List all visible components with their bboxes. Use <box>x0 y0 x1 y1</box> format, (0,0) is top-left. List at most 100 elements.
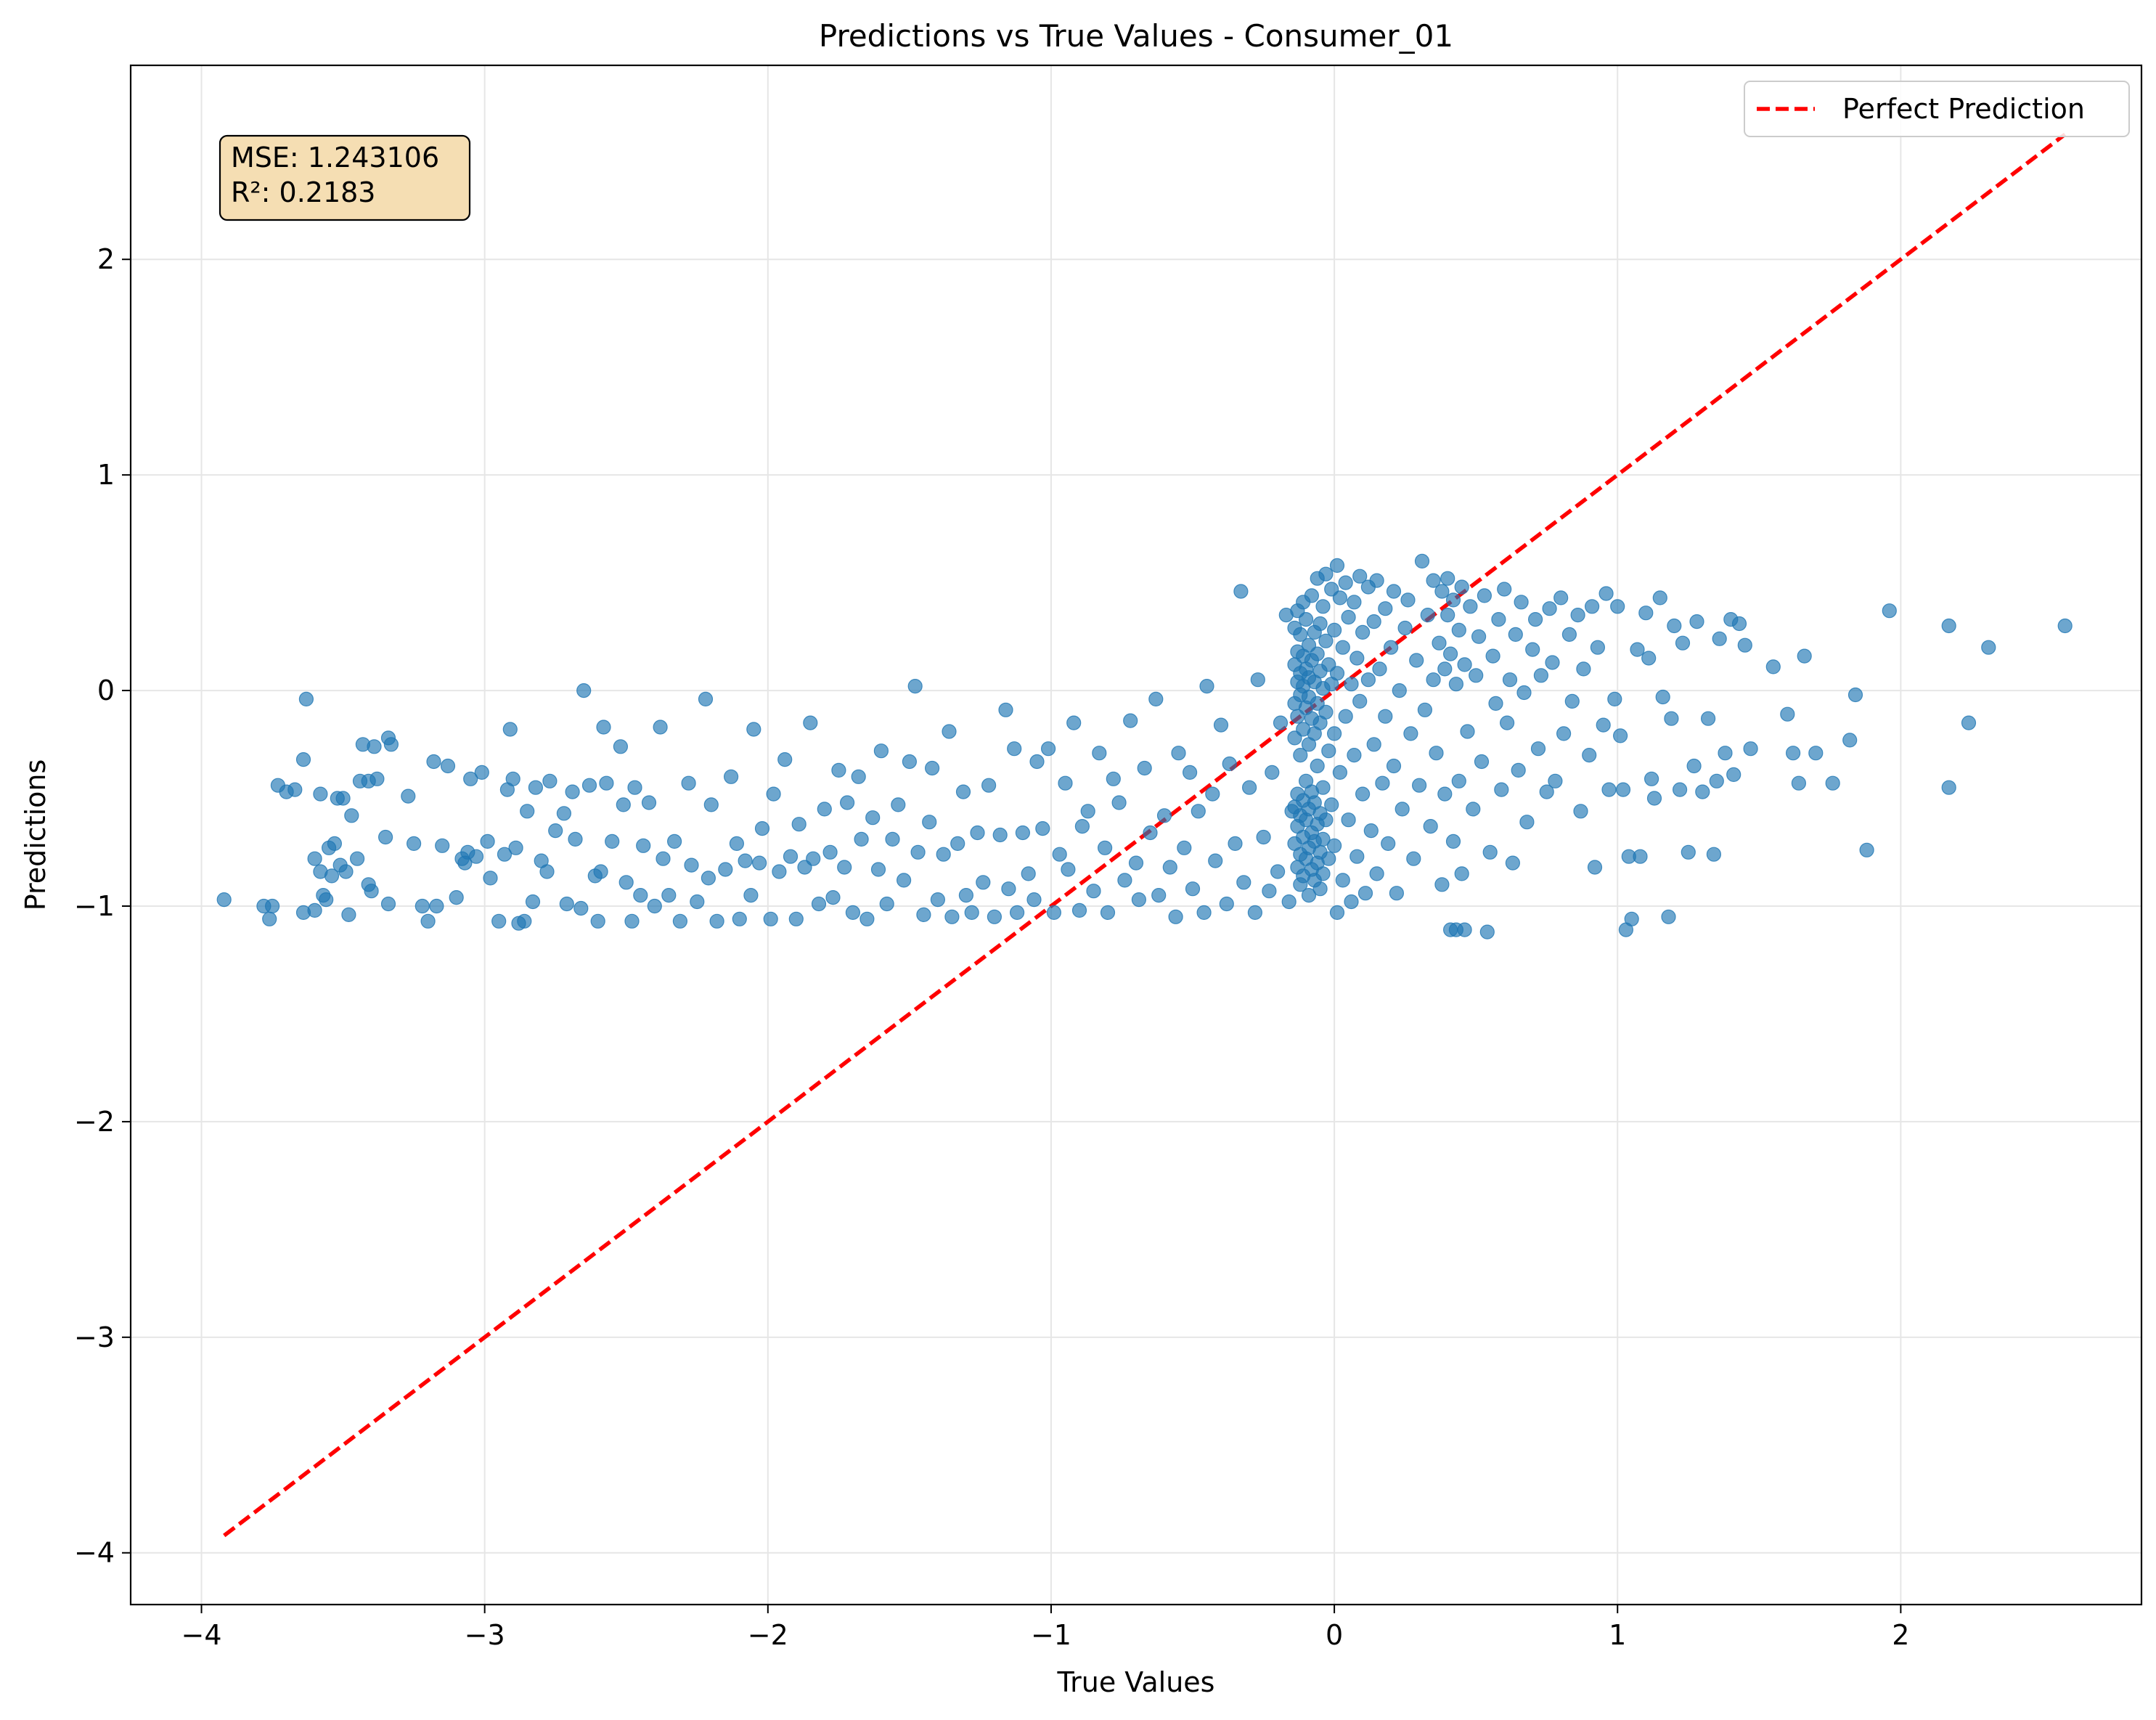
data-point <box>1494 782 1509 797</box>
data-point <box>1106 771 1121 786</box>
data-point <box>998 702 1013 717</box>
data-point <box>1338 709 1353 724</box>
data-point <box>1423 818 1438 834</box>
data-point <box>380 896 396 912</box>
legend-box <box>1744 81 2130 137</box>
data-point <box>1482 844 1498 860</box>
data-point <box>854 831 869 847</box>
data-point <box>873 743 889 759</box>
data-point <box>1310 646 1325 661</box>
data-point <box>1143 825 1158 841</box>
data-point <box>1664 711 1679 726</box>
data-point <box>924 760 940 776</box>
data-point <box>1131 892 1147 908</box>
data-point <box>542 773 558 788</box>
data-point <box>1882 603 1897 619</box>
data-point <box>568 831 583 847</box>
data-point <box>1633 849 1648 864</box>
data-point <box>1437 786 1453 802</box>
data-point <box>1463 599 1478 614</box>
data-point <box>1673 782 1688 797</box>
data-point <box>1040 741 1056 757</box>
data-point <box>1409 653 1424 668</box>
data-point <box>627 780 642 795</box>
data-point <box>950 836 965 852</box>
data-point <box>520 804 535 819</box>
data-point <box>1213 717 1229 733</box>
data-point <box>1338 575 1353 590</box>
data-point <box>1061 862 1076 877</box>
x-axis-label: True Values <box>1057 1666 1215 1698</box>
data-point <box>976 875 991 890</box>
data-point <box>449 889 464 905</box>
data-point <box>879 896 894 912</box>
data-point <box>865 810 881 826</box>
data-point <box>474 765 489 780</box>
data-point <box>1667 618 1682 634</box>
data-point <box>1454 579 1469 595</box>
data-point <box>1445 833 1461 849</box>
data-point <box>1440 571 1455 586</box>
data-point <box>508 840 523 855</box>
x-tick-label: 0 <box>1326 1619 1343 1651</box>
data-point <box>1324 797 1339 812</box>
data-point <box>811 896 827 912</box>
data-point <box>958 887 974 903</box>
data-point <box>1205 786 1220 802</box>
data-point <box>1539 784 1554 799</box>
data-point <box>1123 713 1138 728</box>
data-point <box>1440 607 1455 623</box>
data-point <box>633 887 648 903</box>
data-point <box>1015 825 1031 841</box>
data-point <box>783 849 799 864</box>
data-point <box>981 778 997 793</box>
data-point <box>1071 902 1087 918</box>
data-point <box>1615 782 1631 797</box>
data-point <box>1548 773 1563 788</box>
data-point <box>1074 818 1090 834</box>
data-point <box>1457 922 1472 937</box>
data-point <box>216 892 232 908</box>
y-tick-label: −2 <box>74 1106 115 1138</box>
data-point <box>1162 860 1177 875</box>
data-point <box>1366 737 1381 752</box>
data-point <box>1298 611 1314 627</box>
data-point <box>1241 780 1257 795</box>
data-point <box>1471 629 1487 644</box>
chart-title: Predictions vs True Values - Consumer_01 <box>819 18 1453 54</box>
data-point <box>380 730 396 746</box>
data-point <box>1111 795 1127 810</box>
data-point <box>1570 607 1585 623</box>
data-point <box>1561 627 1577 643</box>
data-point <box>1329 666 1345 681</box>
data-point <box>1397 620 1413 636</box>
data-point <box>599 775 614 791</box>
data-point <box>480 833 495 849</box>
data-point <box>641 795 657 810</box>
data-point <box>851 769 866 784</box>
data-point <box>1610 599 1625 614</box>
data-point <box>377 829 393 845</box>
data-point <box>1712 631 1727 646</box>
data-point <box>1341 609 1356 625</box>
data-point <box>1344 677 1359 692</box>
data-point <box>1417 702 1433 717</box>
data-point <box>1432 635 1447 651</box>
data-point <box>1737 637 1752 653</box>
data-point <box>1519 815 1535 830</box>
data-point <box>690 894 705 910</box>
data-point <box>1406 851 1421 866</box>
metrics-annotation: MSE: 1.243106 R²: 0.2183 <box>219 134 471 221</box>
data-point <box>525 894 541 910</box>
data-point <box>1585 599 1600 614</box>
data-point <box>1347 595 1362 610</box>
data-point <box>497 847 513 862</box>
data-point <box>1262 884 1277 899</box>
data-point <box>1451 622 1466 638</box>
data-point <box>1411 778 1427 793</box>
data-point <box>666 833 682 849</box>
data-point <box>1332 765 1348 780</box>
data-point <box>701 871 716 886</box>
data-point <box>1369 573 1384 588</box>
data-point <box>1092 746 1107 761</box>
